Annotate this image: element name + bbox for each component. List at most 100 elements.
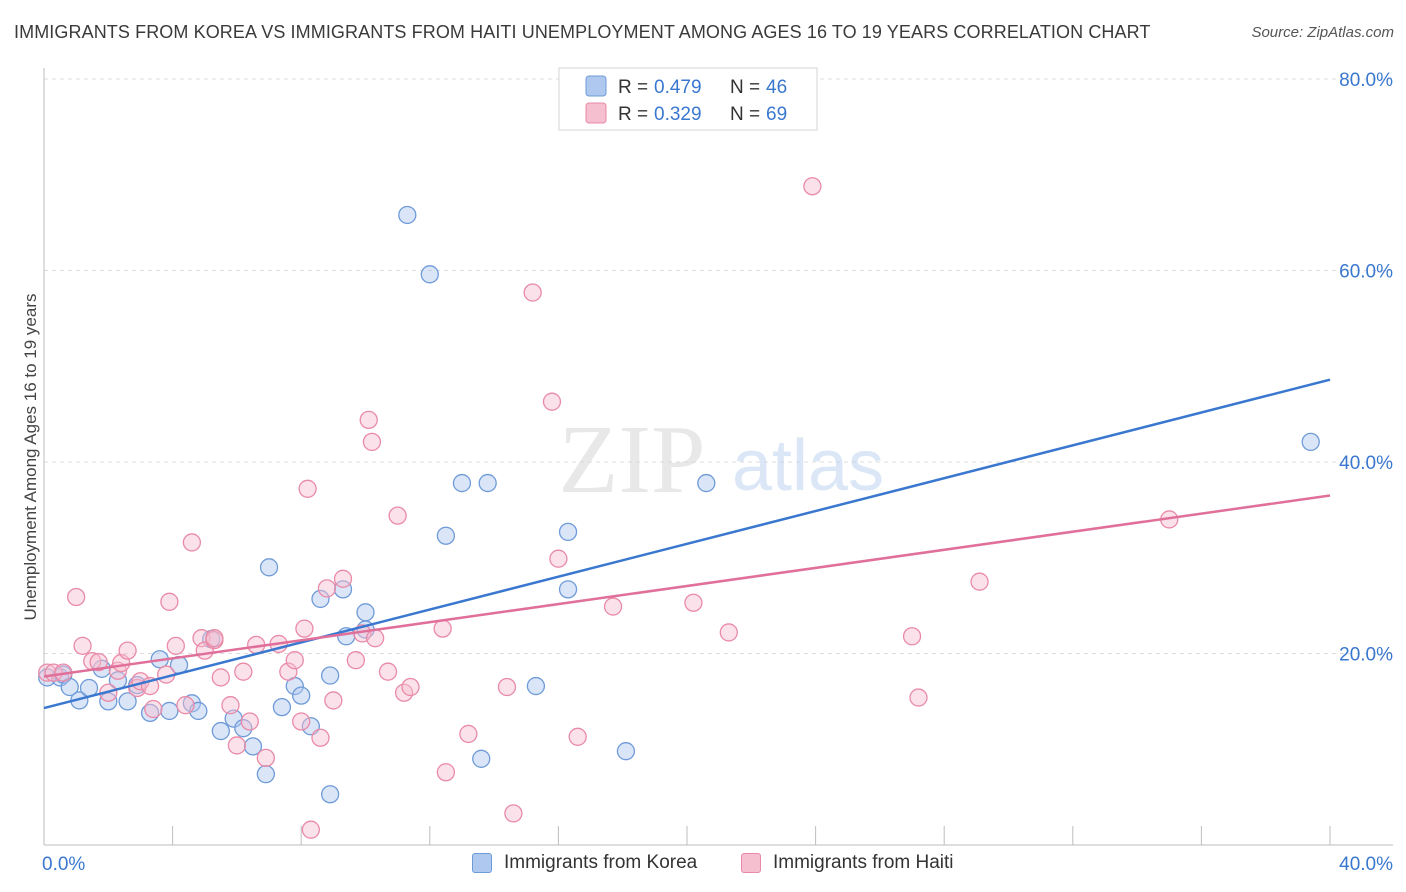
haiti-point-47 xyxy=(378,662,398,681)
legend-item-korea-label: Immigrants from Korea xyxy=(504,852,698,873)
legend-haiti-n-value: 69 xyxy=(766,104,787,125)
korea-point-21 xyxy=(243,737,263,756)
chart-title: IMMIGRANTS FROM KOREA VS IMMIGRANTS FROM… xyxy=(14,22,1151,42)
legend-korea-n-label: N = xyxy=(730,77,760,98)
korea-point-37 xyxy=(436,526,456,545)
haiti-point-64 xyxy=(902,627,922,646)
gridlines xyxy=(44,78,1393,654)
y-tick-label-0: 20.0% xyxy=(1339,645,1393,666)
haiti-point-27 xyxy=(234,662,253,681)
korea-point-40 xyxy=(478,473,497,493)
haiti-point-55 xyxy=(504,804,523,823)
haiti-swatch xyxy=(741,853,761,873)
x-tick-label-0: 0.0% xyxy=(42,854,85,875)
y-axis-label: Unemployment Among Ages 16 to 19 years xyxy=(21,294,40,621)
haiti-point-48 xyxy=(388,506,407,525)
haiti-point-0 xyxy=(38,663,57,682)
haiti-point-39 xyxy=(317,579,337,598)
legend-korea-n-value: 46 xyxy=(766,77,787,98)
haiti-point-42 xyxy=(346,651,366,670)
haiti-point-35 xyxy=(295,619,314,638)
haiti-point-58 xyxy=(549,549,568,568)
korea-point-33 xyxy=(356,603,375,622)
korea-point-13 xyxy=(160,701,179,721)
legend-korea-r-value: 0.479 xyxy=(654,77,702,98)
haiti-point-59 xyxy=(568,727,587,746)
y-axis-tick-labels: 20.0% 40.0% 60.0% 80.0% xyxy=(1339,70,1393,666)
legend-item-haiti-label: Immigrants from Haiti xyxy=(773,852,954,873)
y-tick-label-2: 60.0% xyxy=(1339,262,1393,283)
haiti-point-23 xyxy=(205,629,224,648)
korea-point-38 xyxy=(452,473,472,493)
haiti-point-56 xyxy=(523,283,542,302)
korea-swatch xyxy=(472,853,492,873)
watermark-atlas: atlas xyxy=(732,426,884,506)
haiti-point-32 xyxy=(279,662,298,681)
haiti-point-65 xyxy=(909,688,928,707)
haiti-point-60 xyxy=(603,597,623,616)
haiti-point-37 xyxy=(301,820,320,839)
haiti-point-38 xyxy=(311,728,330,747)
korea-point-31 xyxy=(333,580,353,599)
korea-trend-line xyxy=(43,378,1331,710)
haiti-point-3 xyxy=(67,587,86,607)
legend-item-korea: Immigrants from Korea xyxy=(472,852,697,874)
haiti-point-46 xyxy=(365,629,385,648)
haiti-point-41 xyxy=(333,569,353,588)
legend-item-haiti: Immigrants from Haiti xyxy=(741,852,954,874)
haiti-point-26 xyxy=(227,736,247,755)
haiti-point-34 xyxy=(292,712,311,731)
haiti-point-53 xyxy=(459,724,478,744)
correlation-legend: R = 0.479 N = 46 R = 0.329 N = 69 xyxy=(558,67,818,131)
korea-point-9 xyxy=(118,692,137,711)
korea-point-42 xyxy=(558,522,578,542)
haiti-point-30 xyxy=(256,748,275,768)
watermark-zip: ZIP xyxy=(559,406,706,514)
haiti-point-45 xyxy=(362,432,382,452)
haiti-point-10 xyxy=(118,641,137,660)
legend-haiti-r-value: 0.329 xyxy=(654,104,702,125)
korea-point-23 xyxy=(259,558,279,577)
haiti-point-52 xyxy=(436,763,456,782)
korea-point-30 xyxy=(320,785,340,804)
korea-point-46 xyxy=(1301,432,1320,452)
korea-point-41 xyxy=(526,676,546,696)
haiti-point-16 xyxy=(160,592,179,611)
legend-haiti-n-label: N = xyxy=(730,104,760,125)
haiti-point-50 xyxy=(401,677,420,697)
legend-haiti-swatch xyxy=(585,102,607,124)
legend-korea-swatch xyxy=(585,75,607,97)
y-tick-label-1: 40.0% xyxy=(1339,453,1393,474)
haiti-point-6 xyxy=(89,652,108,672)
haiti-point-25 xyxy=(221,696,240,715)
series-legend: Immigrants from Korea Immigrants from Ha… xyxy=(0,852,1406,878)
haiti-point-14 xyxy=(144,699,163,719)
haiti-point-63 xyxy=(803,177,822,196)
haiti-point-62 xyxy=(719,623,738,642)
korea-point-35 xyxy=(398,205,417,225)
korea-point-24 xyxy=(272,697,292,717)
trend-lines xyxy=(43,378,1331,710)
haiti-point-54 xyxy=(497,677,517,697)
korea-point-28 xyxy=(311,589,330,609)
korea-point-22 xyxy=(256,764,275,784)
korea-point-26 xyxy=(292,686,311,705)
y-tick-label-3: 80.0% xyxy=(1339,70,1393,91)
axes xyxy=(43,68,1393,846)
haiti-point-66 xyxy=(970,572,989,591)
haiti-point-61 xyxy=(684,593,703,612)
korea-point-43 xyxy=(558,580,578,599)
haiti-point-24 xyxy=(211,668,230,687)
legend-haiti-r-label: R = xyxy=(618,104,648,125)
korea-point-44 xyxy=(616,742,636,761)
haiti-point-44 xyxy=(359,410,378,430)
haiti-point-40 xyxy=(324,691,343,710)
x-axis-tick-labels: 0.0% 40.0% xyxy=(42,854,1393,875)
korea-point-20 xyxy=(234,719,253,738)
korea-point-18 xyxy=(211,721,230,741)
haiti-point-57 xyxy=(542,392,562,411)
haiti-point-19 xyxy=(182,533,202,552)
haiti-point-18 xyxy=(176,696,195,715)
haiti-trend-line xyxy=(43,494,1331,678)
